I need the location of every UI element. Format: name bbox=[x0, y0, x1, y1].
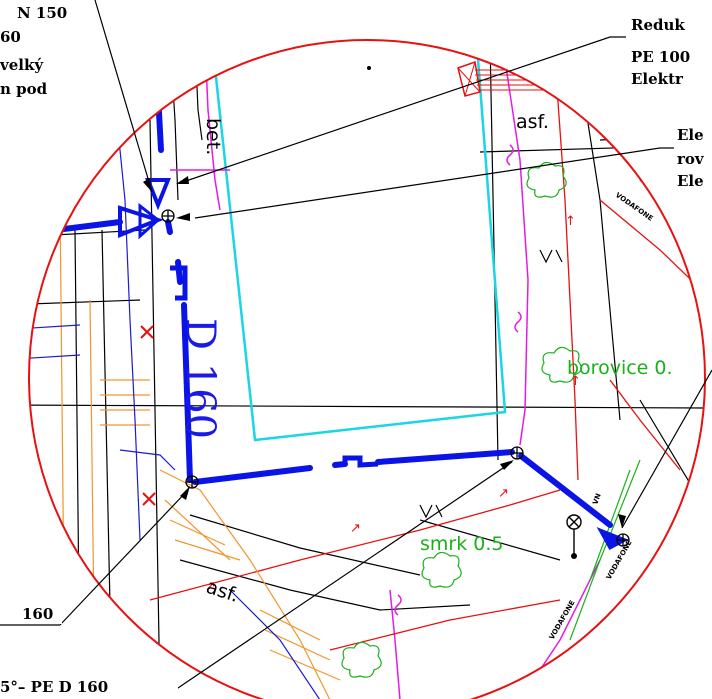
survey-point bbox=[571, 553, 577, 559]
red-arrow-marks: ↑ ↑ ↑ ↗ ↗ ↗ bbox=[205, 86, 581, 594]
svg-text:↗: ↗ bbox=[498, 486, 509, 501]
node-icon bbox=[616, 533, 630, 547]
callout-bottom: 5°– PE D 160 bbox=[0, 674, 178, 699]
label-smrk: smrk 0.5 bbox=[420, 533, 503, 555]
cross-marks bbox=[140, 325, 156, 506]
callout-right-mid-line-3: Ele bbox=[677, 172, 704, 190]
callout-top-right-line-3: Elektr bbox=[631, 70, 684, 88]
arrow-icon bbox=[176, 176, 189, 184]
pipe-nodes bbox=[161, 209, 630, 547]
callout-bottom-left-text: 160 bbox=[22, 605, 53, 623]
arrow-icon bbox=[176, 213, 190, 221]
tree-icon bbox=[341, 641, 382, 678]
valve-icon bbox=[118, 178, 171, 240]
callout-bottom-text: 5°– PE D 160 bbox=[0, 678, 108, 696]
node-icon bbox=[185, 475, 199, 489]
tree-icon bbox=[421, 551, 462, 588]
label-bet: bet. bbox=[202, 118, 224, 155]
svg-text:↑: ↑ bbox=[570, 374, 581, 389]
blue-thin-lines bbox=[29, 99, 321, 699]
callout-right-mid-line-2: rov bbox=[677, 150, 705, 168]
pipe-label-d160: D 160 bbox=[177, 318, 223, 439]
callout-top-right: Reduk PE 100 Elektr bbox=[626, 8, 712, 93]
svg-text:↗: ↗ bbox=[350, 521, 361, 536]
orange-lines bbox=[59, 199, 341, 699]
callout-top-left: N 150 60 velký n pod bbox=[0, 0, 78, 105]
pipe-offset-symbol bbox=[170, 265, 379, 468]
callout-top-right-line-2: PE 100 bbox=[631, 48, 690, 66]
valve-symbol bbox=[566, 514, 582, 555]
tree-icon bbox=[526, 161, 567, 198]
label-asf-bottom: asf. bbox=[203, 576, 241, 607]
pipe-end-marker bbox=[37, 226, 46, 238]
callout-bottom-left: 160 bbox=[0, 600, 62, 624]
leader-arrows bbox=[143, 176, 626, 528]
callout-right-mid: Ele rov Ele bbox=[674, 120, 712, 192]
callout-top-right-line-1: Reduk bbox=[631, 16, 685, 34]
node-icon bbox=[510, 446, 524, 460]
tree-icons bbox=[341, 161, 582, 678]
pipe-end-arrow-icon bbox=[596, 527, 629, 551]
svg-text:↑: ↑ bbox=[558, 86, 569, 101]
svg-text:↗: ↗ bbox=[205, 579, 216, 594]
arrow-icon bbox=[618, 514, 626, 528]
callout-top-left-line-3: velký bbox=[0, 56, 44, 74]
spot-height-marks bbox=[419, 249, 563, 519]
label-vodafone-a: VODAFONE bbox=[614, 191, 655, 223]
arrow-icon bbox=[500, 460, 514, 470]
node-icon bbox=[161, 209, 175, 223]
arrow-icon bbox=[180, 486, 190, 500]
callout-top-left-line-2: 60 bbox=[0, 28, 21, 46]
tree-icon bbox=[541, 346, 582, 383]
label-borovice: borovice 0. bbox=[567, 357, 673, 379]
callout-top-left-line-4: n pod bbox=[0, 80, 48, 98]
detail-circle bbox=[28, 39, 706, 699]
callout-right-mid-line-1: Ele bbox=[677, 126, 704, 144]
map-content: ↑ ↑ ↑ ↗ ↗ ↗ bbox=[29, 40, 705, 699]
survey-point bbox=[367, 66, 371, 70]
label-vn: VN bbox=[591, 492, 602, 505]
red-lines bbox=[149, 59, 705, 651]
svg-text:↑: ↑ bbox=[565, 214, 576, 229]
arrow-icon bbox=[143, 178, 152, 192]
building-outline bbox=[210, 40, 507, 442]
label-asf-top: asf. bbox=[516, 111, 549, 133]
callout-top-left-line-1: N 150 bbox=[17, 4, 67, 22]
